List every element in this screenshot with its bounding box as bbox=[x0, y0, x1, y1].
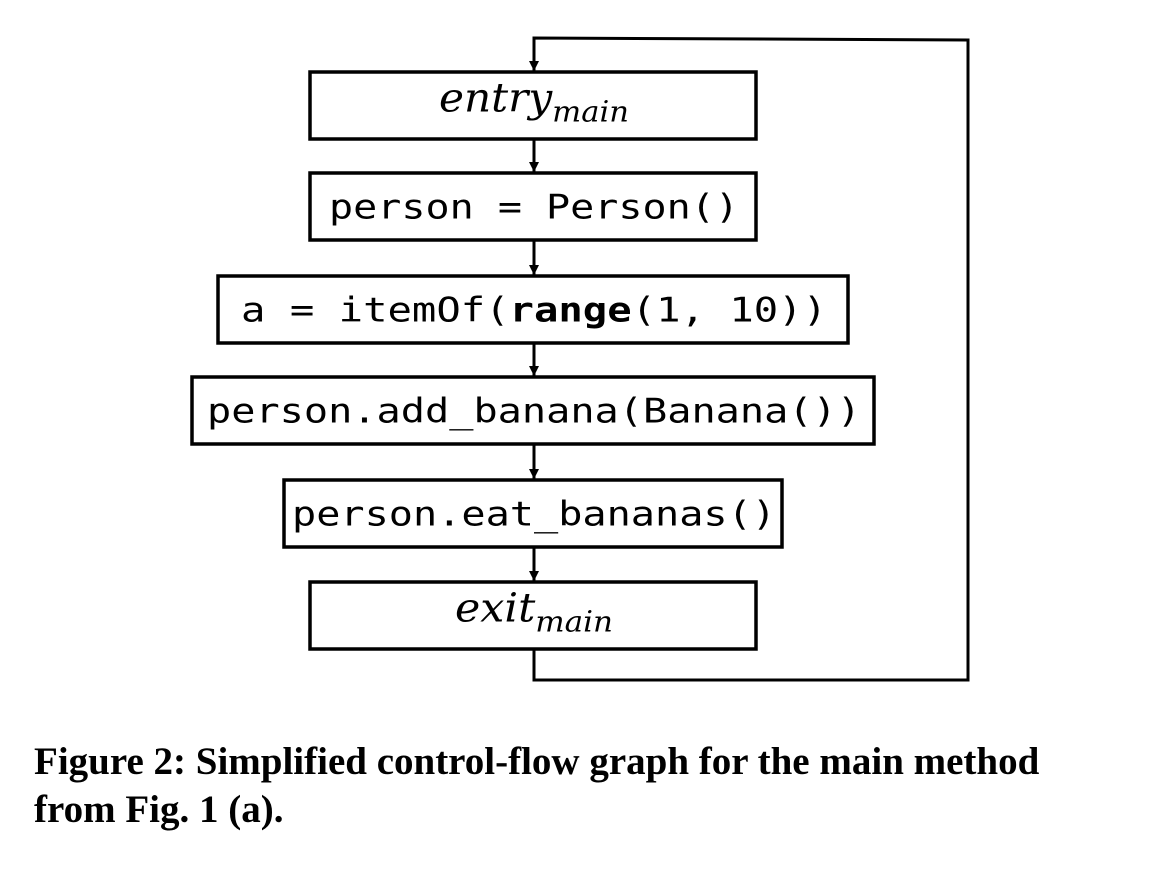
label-part: person = Person() bbox=[329, 188, 739, 228]
label-part: a = itemOf( bbox=[241, 291, 510, 331]
node-exit: exit main bbox=[308, 580, 758, 651]
figure-caption: Figure 2: Simplified control-flow graph … bbox=[34, 740, 1040, 831]
node-box bbox=[308, 171, 758, 242]
node-box bbox=[190, 375, 876, 446]
node-box bbox=[308, 70, 758, 141]
node-box bbox=[216, 274, 850, 345]
label-part: (1, 10)) bbox=[632, 291, 827, 331]
node-person-init: person = Person() bbox=[308, 171, 758, 242]
node-label: a = itemOf(range (1, 10)) bbox=[241, 291, 827, 331]
label-part: range bbox=[510, 291, 632, 331]
node-label: person = Person() bbox=[329, 188, 739, 228]
node-entry: entry main bbox=[308, 70, 758, 141]
node-label: exit main bbox=[455, 586, 613, 639]
node-add-banana: person.add_banana(Banana()) bbox=[190, 375, 876, 446]
node-label: entry main bbox=[439, 76, 629, 129]
node-label: person.add_banana(Banana()) bbox=[207, 392, 861, 432]
label-part: person.add_banana(Banana()) bbox=[207, 392, 861, 432]
label-part: exit bbox=[455, 586, 536, 632]
label-part: person.eat_bananas() bbox=[292, 495, 776, 535]
edge-exit-to-entry bbox=[529, 36, 970, 682]
label-part: main bbox=[552, 95, 629, 129]
node-box bbox=[282, 478, 784, 549]
node-eat-bananas: person.eat_bananas() bbox=[282, 478, 784, 549]
label-part: entry bbox=[439, 76, 554, 122]
node-a-assign: a = itemOf(range (1, 10)) bbox=[216, 274, 850, 345]
node-box bbox=[308, 580, 758, 651]
label-part: main bbox=[535, 605, 613, 639]
node-label: person.eat_bananas() bbox=[292, 495, 776, 535]
